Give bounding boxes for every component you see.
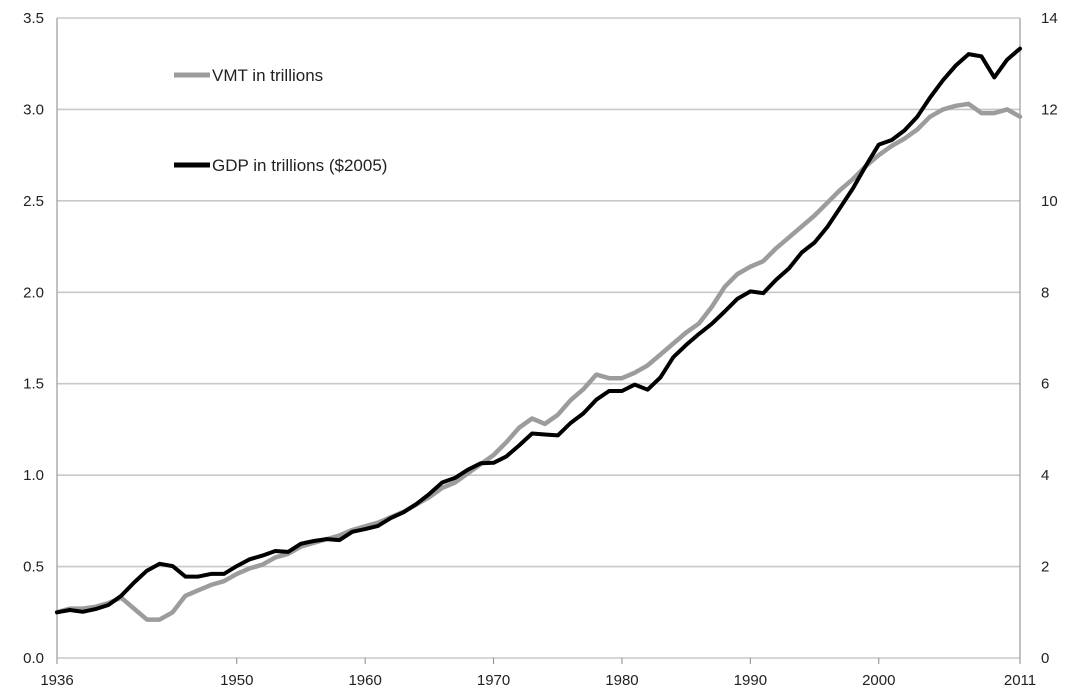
x-tick-label: 1950 — [220, 672, 253, 689]
legend: VMT in trillions GDP in trillions ($2005… — [174, 66, 387, 175]
right-tick-label: 4 — [1041, 467, 1049, 484]
legend-label-gdp: GDP in trillions ($2005) — [212, 156, 387, 175]
x-tick-label: 1960 — [348, 672, 381, 689]
x-tick-label: 1990 — [734, 672, 767, 689]
right-tick-label: 8 — [1041, 284, 1049, 301]
right-tick-label: 0 — [1041, 650, 1049, 667]
right-tick-label: 10 — [1041, 193, 1058, 210]
x-tick-label: 1970 — [477, 672, 510, 689]
legend-label-vmt: VMT in trillions — [212, 66, 323, 85]
left-tick-label: 2.5 — [23, 193, 44, 210]
right-axis-tick-labels: 0 2 4 6 8 10 12 14 — [1041, 10, 1058, 667]
left-tick-label: 1.0 — [23, 467, 44, 484]
series-lines — [54, 46, 1023, 622]
right-tick-label: 14 — [1041, 10, 1058, 27]
right-tick-label: 2 — [1041, 559, 1049, 576]
x-axis-tick-labels: 1936 1950 1960 1970 1980 1990 2000 2011 — [40, 672, 1036, 689]
x-tick-label: 2000 — [862, 672, 895, 689]
x-tick-label: 1936 — [40, 672, 73, 689]
series-line-gdp — [55, 46, 1022, 615]
x-tick-label: 2011 — [1004, 672, 1036, 689]
left-tick-label: 2.0 — [23, 284, 44, 301]
left-tick-label: 1.5 — [23, 376, 44, 393]
right-tick-label: 12 — [1041, 101, 1058, 118]
left-tick-label: 3.5 — [23, 10, 44, 27]
series-line-vmt — [54, 101, 1023, 622]
left-tick-label: 0.0 — [23, 650, 44, 667]
left-axis-tick-labels: 0.0 0.5 1.0 1.5 2.0 2.5 3.0 3.5 — [23, 10, 44, 667]
left-tick-label: 3.0 — [23, 101, 44, 118]
right-tick-label: 6 — [1041, 376, 1049, 393]
axes — [56, 18, 1021, 664]
gridlines — [57, 17, 1020, 659]
left-tick-label: 0.5 — [23, 559, 44, 576]
x-tick-label: 1980 — [605, 672, 638, 689]
